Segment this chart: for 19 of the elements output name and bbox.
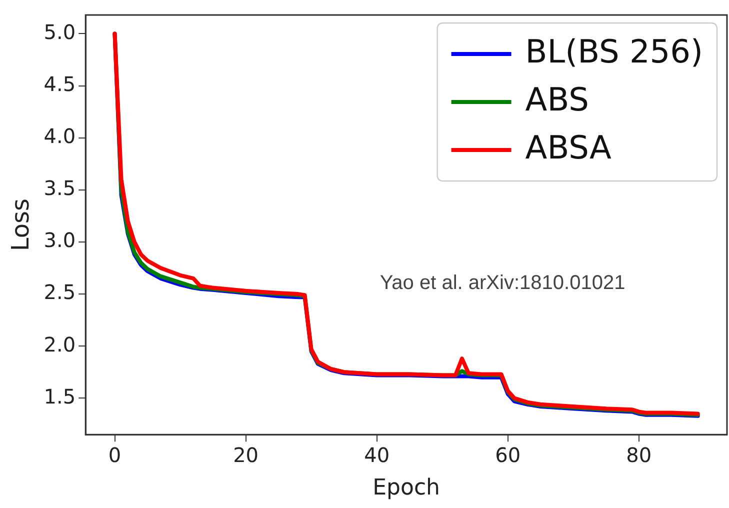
x-tick-label: 80 [626, 442, 652, 467]
y-tick-label: 2.5 [44, 280, 76, 304]
x-tick-label: 20 [233, 442, 259, 467]
annotation: Yao et al. arXiv:1810.01021 [380, 272, 626, 294]
y-tick-label: 4.0 [44, 124, 76, 148]
y-tick-label: 5.0 [44, 20, 76, 44]
y-tick-label: 2.0 [44, 332, 76, 356]
x-tick-label: 60 [495, 442, 521, 467]
legend-label: BL(BS 256) [525, 32, 703, 70]
y-axis-title: Loss [6, 198, 35, 252]
y-tick-label: 3.5 [44, 176, 76, 200]
x-tick-label: 40 [364, 442, 390, 467]
x-tick-label: 0 [108, 442, 122, 467]
x-axis-title: Epoch [372, 476, 440, 501]
y-tick-label: 1.5 [44, 384, 76, 408]
y-tick-label: 4.5 [44, 72, 76, 96]
y-tick-label: 3.0 [44, 228, 76, 252]
legend-label: ABSA [525, 128, 612, 166]
legend-label: ABS [525, 80, 589, 118]
